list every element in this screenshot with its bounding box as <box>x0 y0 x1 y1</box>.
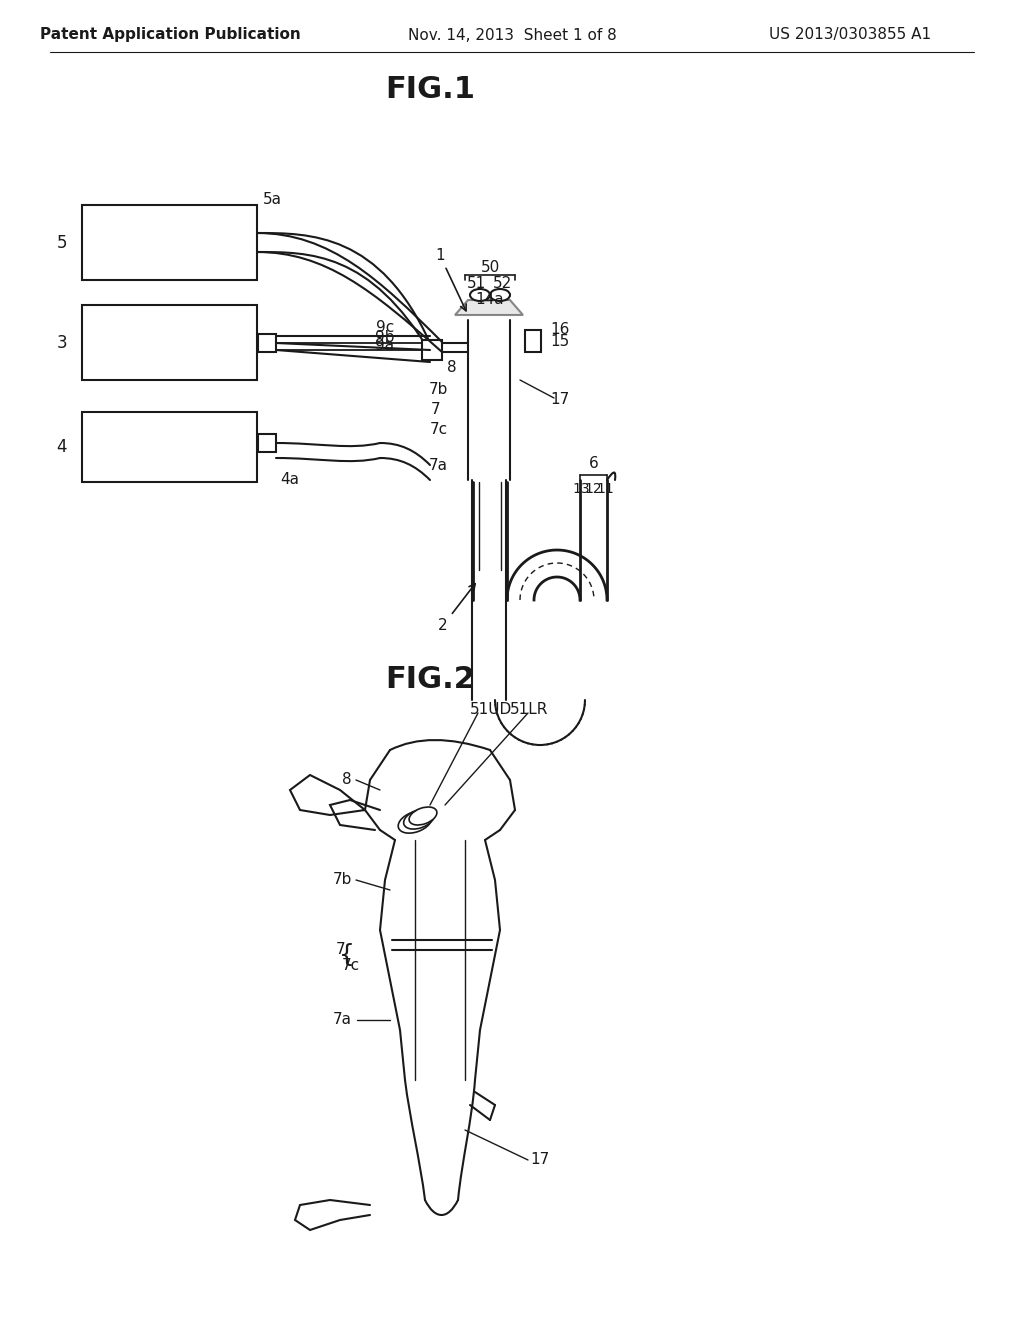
Text: 12: 12 <box>584 482 602 496</box>
Text: 7b: 7b <box>333 873 352 887</box>
Text: 14a: 14a <box>476 293 504 308</box>
Ellipse shape <box>470 289 490 301</box>
Text: 4a: 4a <box>280 473 299 487</box>
Ellipse shape <box>403 809 434 829</box>
Ellipse shape <box>490 289 510 301</box>
Text: 16: 16 <box>550 322 569 338</box>
Bar <box>82 412 257 482</box>
Text: 7c: 7c <box>342 957 360 973</box>
Text: 17: 17 <box>550 392 569 408</box>
Text: 7: 7 <box>430 403 440 417</box>
Ellipse shape <box>398 810 432 833</box>
Text: 6: 6 <box>589 455 598 470</box>
PathPatch shape <box>455 300 523 315</box>
Text: 9a: 9a <box>376 338 394 354</box>
Text: 7b: 7b <box>429 383 449 397</box>
Text: 8: 8 <box>342 772 352 788</box>
Text: 9b: 9b <box>375 330 394 345</box>
Text: 2: 2 <box>438 583 475 634</box>
Text: 1: 1 <box>435 248 466 310</box>
Text: FIG.2: FIG.2 <box>385 665 475 694</box>
Text: US 2013/0303855 A1: US 2013/0303855 A1 <box>769 28 931 42</box>
Text: 13: 13 <box>572 482 590 496</box>
Text: 7a: 7a <box>429 458 449 473</box>
Bar <box>258 334 276 352</box>
Text: 7: 7 <box>336 942 345 957</box>
Text: 3: 3 <box>56 334 67 351</box>
Text: 4: 4 <box>56 438 67 455</box>
Text: 51: 51 <box>466 276 485 290</box>
Text: 5a: 5a <box>263 193 282 207</box>
Bar <box>422 341 442 360</box>
Ellipse shape <box>410 807 437 825</box>
Text: 17: 17 <box>530 1152 549 1167</box>
Text: 7c: 7c <box>430 422 449 437</box>
Bar <box>258 434 276 451</box>
Text: Patent Application Publication: Patent Application Publication <box>40 28 300 42</box>
Bar <box>82 205 257 280</box>
Text: 9c: 9c <box>376 321 394 335</box>
Text: 5: 5 <box>56 234 67 252</box>
Text: {: { <box>339 942 355 968</box>
Bar <box>525 330 541 352</box>
Text: 51LR: 51LR <box>510 702 549 718</box>
Text: 11: 11 <box>596 482 613 496</box>
Bar <box>82 305 257 380</box>
Text: Nov. 14, 2013  Sheet 1 of 8: Nov. 14, 2013 Sheet 1 of 8 <box>408 28 616 42</box>
Text: 51UD: 51UD <box>470 702 512 718</box>
Text: 15: 15 <box>550 334 569 350</box>
Text: 8: 8 <box>447 360 457 375</box>
Text: 7a: 7a <box>333 1012 352 1027</box>
Text: 52: 52 <box>493 276 512 290</box>
Text: FIG.1: FIG.1 <box>385 75 475 104</box>
Text: 50: 50 <box>480 260 500 276</box>
